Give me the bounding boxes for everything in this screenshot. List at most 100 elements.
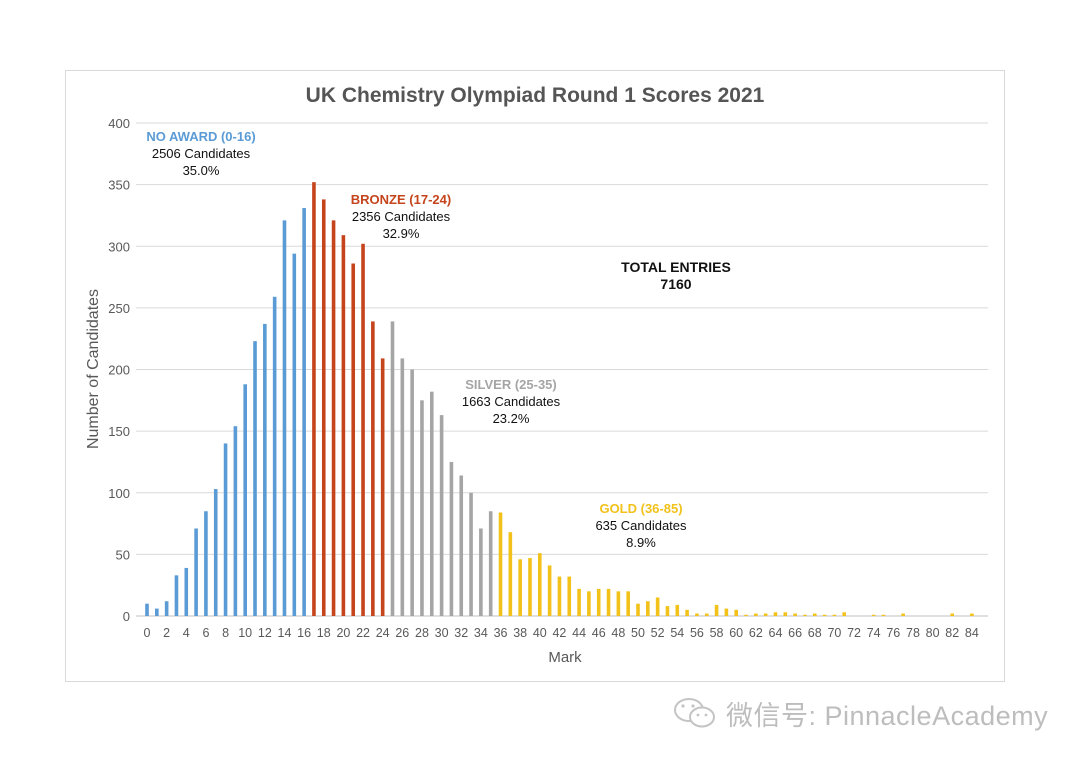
- x-tick-label: 40: [533, 626, 547, 640]
- bar-mark-35: [488, 511, 493, 616]
- bar-mark-20: [341, 235, 346, 616]
- x-tick-label: 52: [651, 626, 665, 640]
- y-tick-label: 100: [108, 486, 130, 501]
- bar-mark-64: [773, 612, 778, 616]
- x-tick-label: 30: [435, 626, 449, 640]
- x-tick-label: 84: [965, 626, 979, 640]
- bar-mark-51: [646, 601, 650, 616]
- x-axis-ticks: 0 2 4 6 8 10 12 14 16 18 20 22 24 26 28 30 32 34 36 38 40 42 4…: [144, 626, 979, 640]
- band-candidates: 2356 Candidates: [351, 209, 451, 224]
- band-candidates: 1663 Candidates: [461, 394, 561, 409]
- bars: [145, 182, 974, 617]
- bar-mark-52: [655, 597, 660, 616]
- bar-mark-60: [734, 609, 738, 616]
- bar-mark-36: [498, 512, 503, 616]
- bar-mark-48: [616, 591, 621, 616]
- x-tick-label: 6: [202, 626, 209, 640]
- bar-mark-44: [577, 588, 581, 616]
- bar-mark-0: [145, 603, 149, 616]
- bar-mark-75: [881, 614, 886, 616]
- band-name: NO AWARD (0-16): [146, 129, 256, 144]
- x-axis-label: Mark: [548, 649, 582, 666]
- bar-mark-31: [449, 461, 454, 616]
- bar-mark-70: [832, 614, 837, 616]
- bar-mark-40: [538, 553, 542, 616]
- bar-mark-69: [822, 614, 827, 616]
- x-tick-label: 0: [144, 626, 151, 640]
- y-tick-label: 200: [108, 363, 130, 378]
- x-tick-label: 78: [906, 626, 920, 640]
- bar-mark-65: [783, 612, 788, 616]
- bar-mark-77: [901, 613, 905, 616]
- x-tick-label: 68: [808, 626, 822, 640]
- bar-mark-39: [528, 558, 532, 616]
- bar-mark-45: [587, 591, 591, 616]
- x-tick-label: 64: [769, 626, 783, 640]
- x-tick-label: 82: [945, 626, 959, 640]
- y-tick-label: 250: [108, 301, 130, 316]
- x-tick-label: 8: [222, 626, 229, 640]
- x-tick-label: 58: [710, 626, 724, 640]
- y-tick-label: 150: [108, 424, 130, 439]
- x-tick-label: 46: [592, 626, 606, 640]
- annotation-bronze: BRONZE (17-24) 2356 Candidates 32.9%: [326, 191, 476, 242]
- x-tick-label: 66: [788, 626, 802, 640]
- x-tick-label: 18: [317, 626, 331, 640]
- bar-mark-67: [803, 614, 807, 616]
- bar-mark-68: [812, 613, 817, 616]
- x-tick-label: 4: [183, 626, 190, 640]
- x-tick-label: 22: [356, 626, 370, 640]
- band-candidates: 2506 Candidates: [151, 146, 251, 161]
- bar-mark-12: [263, 323, 267, 616]
- y-axis-label: Number of Candidates: [85, 289, 102, 449]
- watermark: 微信号: PinnacleAcademy: [672, 694, 1048, 733]
- band-name: BRONZE (17-24): [350, 192, 452, 207]
- bar-mark-25: [390, 321, 395, 616]
- bar-mark-42: [557, 576, 562, 616]
- x-tick-label: 74: [867, 626, 881, 640]
- bar-mark-41: [547, 565, 552, 616]
- x-tick-label: 28: [415, 626, 429, 640]
- y-tick-label: 0: [123, 609, 130, 624]
- chart-title: UK Chemistry Olympiad Round 1 Scores 202…: [306, 84, 765, 107]
- bar-mark-28: [420, 400, 424, 616]
- x-tick-label: 60: [729, 626, 743, 640]
- bar-mark-47: [606, 588, 611, 616]
- bar-mark-46: [596, 588, 601, 616]
- bar-mark-74: [871, 614, 876, 616]
- annotation-total: TOTAL ENTRIES 7160: [596, 259, 756, 293]
- bar-mark-16: [302, 208, 306, 617]
- bar-mark-43: [567, 576, 572, 616]
- x-tick-label: 50: [631, 626, 645, 640]
- x-tick-label: 12: [258, 626, 272, 640]
- y-tick-label: 350: [108, 178, 130, 193]
- x-tick-label: 16: [297, 626, 311, 640]
- x-tick-label: 76: [886, 626, 900, 640]
- bar-mark-71: [842, 612, 847, 616]
- x-tick-label: 56: [690, 626, 704, 640]
- annotation-silver: SILVER (25-35) 1663 Candidates 23.2%: [436, 376, 586, 427]
- bar-mark-37: [508, 532, 513, 616]
- gridlines: [136, 122, 988, 617]
- bar-mark-24: [380, 358, 385, 616]
- y-tick-label: 400: [108, 116, 130, 131]
- bar-mark-21: [351, 263, 356, 616]
- x-tick-label: 54: [670, 626, 684, 640]
- x-tick-label: 2: [163, 626, 170, 640]
- x-tick-label: 80: [926, 626, 940, 640]
- bar-mark-1: [155, 608, 159, 616]
- bar-mark-55: [685, 609, 689, 616]
- y-tick-label: 50: [116, 547, 130, 562]
- bar-mark-9: [233, 426, 238, 616]
- bar-mark-38: [518, 559, 522, 616]
- bar-mark-29: [429, 391, 434, 616]
- x-tick-label: 44: [572, 626, 586, 640]
- bar-mark-6: [204, 511, 208, 616]
- annotation-gold: GOLD (36-85) 635 Candidates 8.9%: [566, 500, 716, 551]
- bar-mark-22: [361, 243, 365, 616]
- band-name: SILVER (25-35): [465, 377, 557, 392]
- bar-mark-26: [400, 358, 405, 616]
- bar-mark-49: [626, 591, 630, 616]
- bar-mark-32: [459, 475, 464, 616]
- bar-mark-59: [724, 608, 729, 616]
